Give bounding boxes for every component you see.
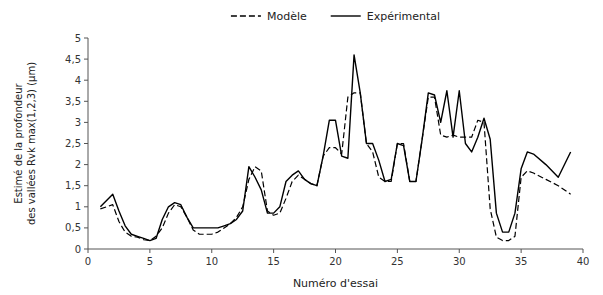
y-tick [84,101,88,102]
series-line [100,93,570,241]
y-tick [84,185,88,186]
x-tick [397,249,398,253]
x-tick [335,249,336,253]
y-tick-label: 5 [75,33,81,44]
y-tick [84,143,88,144]
x-tick-label: 10 [205,256,218,267]
y-tick-label: 3,5 [65,96,81,107]
legend-swatch [331,15,361,16]
plot-area [100,55,570,241]
y-tick [84,122,88,123]
y-tick [84,206,88,207]
y-axis-label-line: des vallées Rvk max(1,2,3) (μm) [26,62,37,225]
y-tick [84,227,88,228]
y-tick-label: 0,5 [65,222,81,233]
x-tick [521,249,522,253]
x-tick [149,249,150,253]
x-tick-label: 0 [85,256,91,267]
legend-swatch [231,15,261,16]
x-tick-label: 25 [391,256,404,267]
legend-label: Modèle [267,10,307,23]
x-tick-label: 30 [453,256,466,267]
y-tick-label: 1 [75,201,81,212]
chart: 0 0,5 1 1,5 2 2,5 3 3,5 4 4,5 5 0 5 10 15 20 25 30 35 40 Num… [0,0,603,295]
y-tick [84,59,88,60]
x-tick [273,249,274,253]
y-tick-label: 2 [75,159,81,170]
series-line [100,55,570,241]
x-tick-label: 35 [515,256,528,267]
legend-label: Expérimental [367,10,440,23]
x-tick-label: 40 [577,256,590,267]
x-tick-label: 20 [329,256,342,267]
y-axis-label-line: Estimé de la profondeur [13,82,24,203]
y-tick-label: 2,5 [65,138,81,149]
x-tick-label: 5 [147,256,153,267]
y-axis-label: Estimé de la profondeurdes vallées Rvk m… [13,62,37,225]
y-tick-label: 3 [75,117,81,128]
y-tick [84,80,88,81]
y-tick-label: 4 [75,75,81,86]
y-tick [84,249,88,250]
x-tick-label: 15 [267,256,280,267]
y-tick [84,164,88,165]
x-tick [211,249,212,253]
x-tick [459,249,460,253]
y-tick-label: 4,5 [65,54,81,65]
y-tick-label: 0 [75,244,81,255]
x-axis-label: Numéro d'essai [293,277,378,290]
x-tick [88,249,89,253]
x-axis-line [88,249,583,250]
y-tick-label: 1,5 [65,180,81,191]
x-tick [583,249,584,253]
y-tick [84,38,88,39]
axes: 0 0,5 1 1,5 2 2,5 3 3,5 4 4,5 5 0 5 10 15 20 25 30 35 40 [65,33,589,268]
legend: Modèle Expérimental [231,10,440,23]
y-axis-line [88,38,89,249]
